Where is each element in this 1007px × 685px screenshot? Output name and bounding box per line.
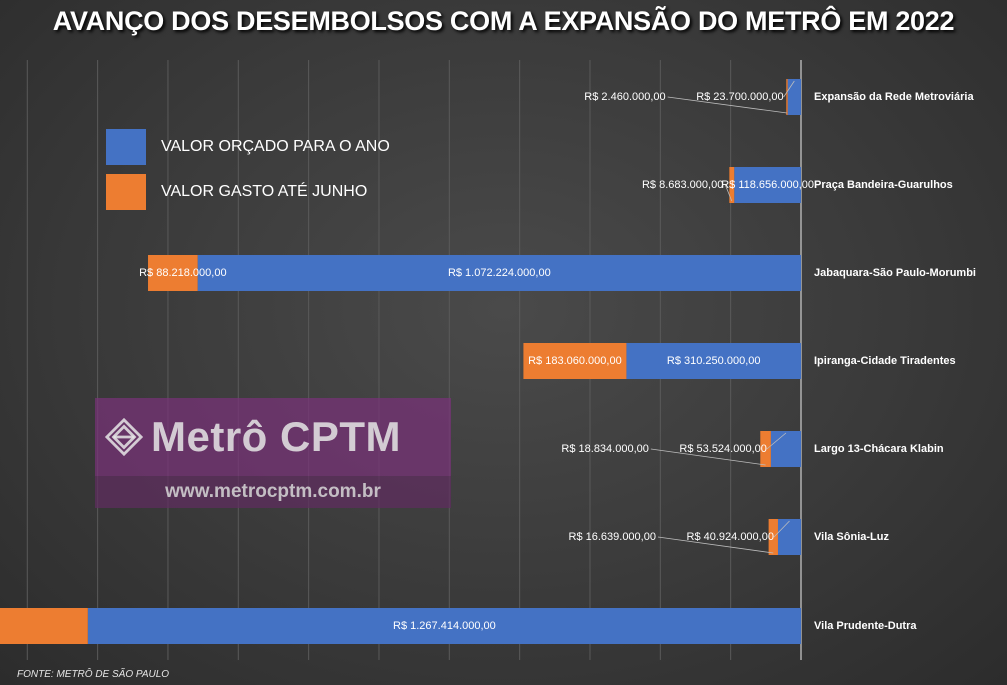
bar-spent <box>0 608 88 644</box>
source-note: FONTE: METRÔ DE SÃO PAULO <box>17 669 170 680</box>
chart-title: AVANÇO DOS DESEMBOLSOS COM A EXPANSÃO DO… <box>52 6 955 36</box>
bar-spent <box>729 167 735 203</box>
leader-line-budget <box>766 432 787 450</box>
watermark-url-bar: www.metrocptm.com.br <box>95 476 451 508</box>
leader-line-spent <box>650 448 766 466</box>
category-label: Vila Prudente-Dutra <box>814 620 917 632</box>
bar-budget <box>734 167 801 203</box>
data-label-spent: R$ 8.683.000,00 <box>642 179 723 191</box>
metro-logo-icon <box>105 418 143 456</box>
category-label: Praça Bandeira-Guarulhos <box>814 179 953 191</box>
bar-budget <box>777 519 801 555</box>
leader-line-spent <box>667 96 788 114</box>
data-label-spent: R$ 16.639.000,00 <box>569 531 656 543</box>
leader-line-spent <box>724 184 733 202</box>
data-label-budget: R$ 1.072.224.000,00 <box>448 267 551 279</box>
category-labels: Expansão da Rede Metroviária Praça Bandei… <box>814 91 976 632</box>
category-label: Vila Sônia-Luz <box>814 531 889 543</box>
data-label-budget: R$ 118.656.000,00 <box>721 179 814 191</box>
legend-swatch-budget <box>106 129 146 165</box>
leader-lines <box>650 80 795 554</box>
leader-line-budget <box>783 80 795 98</box>
legend-item-spent: VALOR GASTO ATÉ JUNHO <box>106 174 367 210</box>
bar-spent <box>768 519 778 555</box>
legend-label-budget: VALOR ORÇADO PARA O ANO <box>161 138 390 155</box>
data-label-budget: R$ 40.924.000,00 <box>687 531 774 543</box>
legend-label-spent: VALOR GASTO ATÉ JUNHO <box>161 183 368 200</box>
data-labels: R$ 23.700.000,00 R$ 2.460.000,00 R$ 118.65… <box>139 91 814 632</box>
data-label-budget: R$ 310.250.000,00 <box>667 355 761 367</box>
data-label-budget: R$ 23.700.000,00 <box>696 91 783 103</box>
category-label: Ipiranga-Cidade Tiradentes <box>814 355 956 367</box>
data-label-budget: R$ 53.524.000,00 <box>679 443 766 455</box>
legend-item-budget: VALOR ORÇADO PARA O ANO <box>106 129 390 165</box>
bars <box>0 79 802 644</box>
bar-budget <box>770 431 801 467</box>
bar-budget <box>197 255 802 291</box>
legend-swatch-spent <box>106 174 146 210</box>
category-label: Jabaquara-São Paulo-Morumbi <box>814 267 976 279</box>
leader-line-spent <box>657 536 774 554</box>
bar-spent <box>786 79 788 115</box>
data-label-spent: R$ 183.060.000,00 <box>528 355 622 367</box>
watermark-name: Metrô CPTM <box>151 413 401 460</box>
bar-budget <box>626 343 801 379</box>
bar-spent <box>760 431 771 467</box>
data-label-spent: R$ 2.460.000,00 <box>584 91 665 103</box>
watermark: Metrô CPTM www.metrocptm.com.br <box>95 398 451 508</box>
watermark-url: www.metrocptm.com.br <box>165 481 381 502</box>
data-label-spent: R$ 88.218.000,00 <box>139 267 226 279</box>
data-label-budget: R$ 1.267.414.000,00 <box>393 620 496 632</box>
category-label: Largo 13-Chácara Klabin <box>814 443 944 455</box>
bar-budget <box>787 79 801 115</box>
data-label-spent: R$ 18.834.000,00 <box>561 443 648 455</box>
bar-spent <box>148 255 198 291</box>
bar-spent <box>523 343 627 379</box>
bar-budget <box>87 608 801 644</box>
category-label: Expansão da Rede Metroviária <box>814 91 974 103</box>
watermark-banner: Metrô CPTM <box>95 398 451 476</box>
leader-line-budget <box>773 520 790 538</box>
